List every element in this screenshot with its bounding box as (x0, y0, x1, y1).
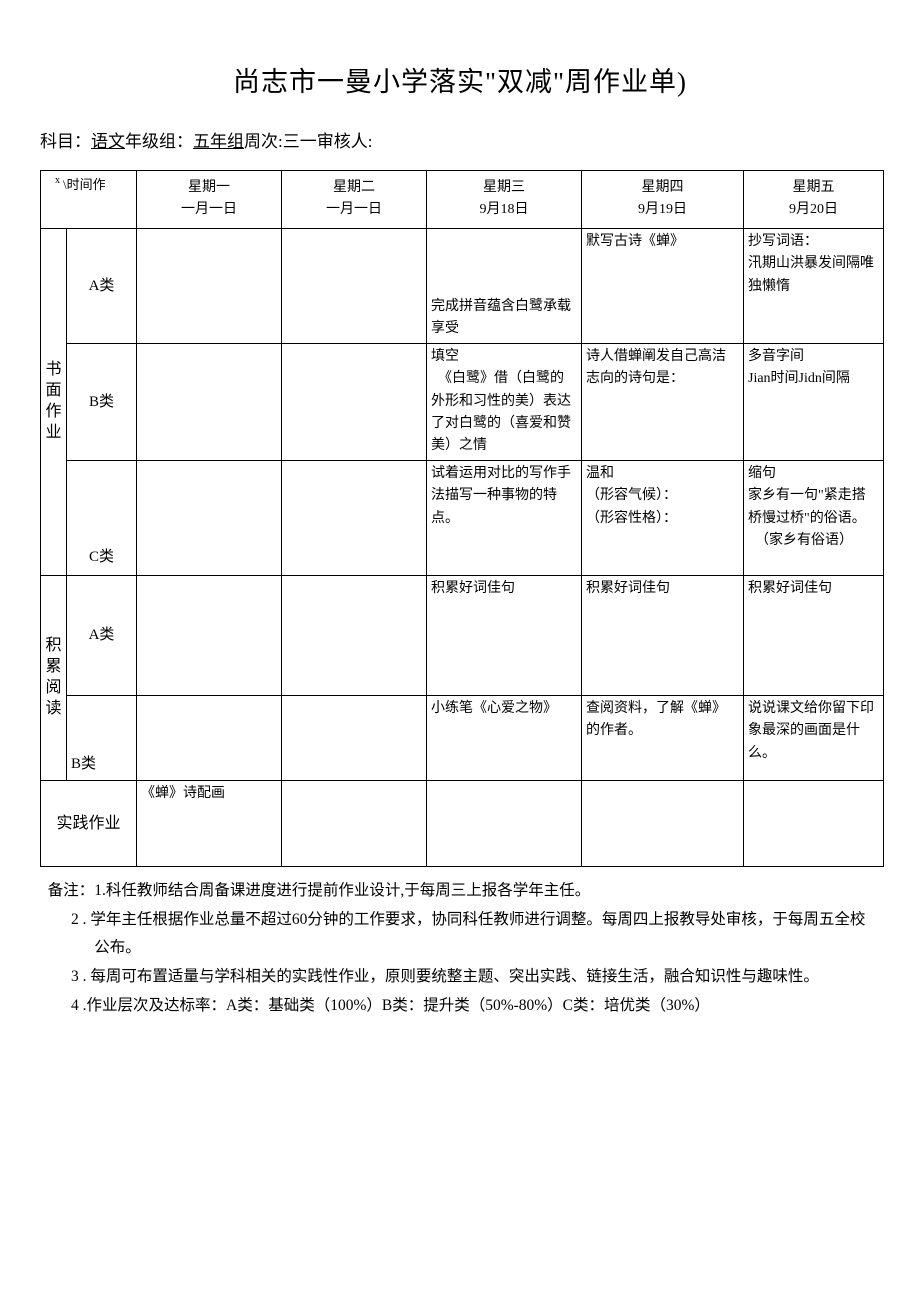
day-date: 一月一日 (139, 199, 279, 221)
cell (282, 228, 427, 343)
cell: 抄写词语： 汛期山洪暴发间隔唯独懒惰 (744, 228, 884, 343)
cell: 试着运用对比的写作手法描写一种事物的特点。 (427, 460, 582, 575)
cell: 缩句 家乡有一句"紧走搭桥慢过桥"的俗语。 （家乡有俗语） (744, 460, 884, 575)
cell: 温和 （形容气候）： （形容性格）： (582, 460, 744, 575)
header-day-1: 星期一 一月一日 (137, 171, 282, 229)
header-day-2: 星期二 一月一日 (282, 171, 427, 229)
table-row: 实践作业 《蝉》诗配画 (41, 780, 884, 867)
header-day-3: 星期三 9月18日 (427, 171, 582, 229)
cell: 填空 《白鹭》借（白鹭的外形和习性的美）表达了对白鹭的（喜爱和赞美）之情 (427, 343, 582, 460)
category-cell: B类 (67, 343, 137, 460)
grade-label: 年级组： (125, 132, 193, 151)
cell (137, 228, 282, 343)
day-date: 9月18日 (429, 199, 579, 221)
subject-value: 语文 (91, 132, 125, 151)
cell: 小练笔《心爱之物》 (427, 695, 582, 780)
category-cell: A类 (67, 575, 137, 695)
cell: 积累好词佳句 (744, 575, 884, 695)
day-name: 星期一 (139, 177, 279, 199)
cell (282, 780, 427, 867)
category-cell: A类 (67, 228, 137, 343)
diag-sup: x (55, 173, 60, 189)
homework-table: x \时间作 星期一 一月一日 星期二 一月一日 星期三 9月18日 星期四 9… (40, 170, 884, 867)
cell: 多音字间 Jian时间Jidn间隔 (744, 343, 884, 460)
note-line-2: 2 . 学年主任根据作业总量不超过60分钟的工作要求，协同科任教师进行调整。每周… (63, 906, 880, 960)
category-cell: B类 (67, 695, 137, 780)
day-name: 星期二 (284, 177, 424, 199)
week-value: 三一 (283, 132, 317, 151)
table-row: C类 试着运用对比的写作手法描写一种事物的特点。 温和 （形容气候）： （形容性… (41, 460, 884, 575)
diag-text: \时间作 (63, 175, 106, 196)
day-name: 星期四 (584, 177, 741, 199)
header-diag: x \时间作 (41, 171, 137, 229)
table-row: 书面作业 A类 完成拼音蕴含白鹭承载享受 默写古诗《蝉》 抄写词语： 汛期山洪暴… (41, 228, 884, 343)
cell: 查阅资料，了解《蝉》的作者。 (582, 695, 744, 780)
cell (137, 695, 282, 780)
cell (282, 695, 427, 780)
cell: 诗人借蝉阐发自己高洁志向的诗句是： (582, 343, 744, 460)
subject-label: 科目： (40, 132, 91, 151)
cell (137, 575, 282, 695)
cell: 积累好词佳句 (582, 575, 744, 695)
header-day-4: 星期四 9月19日 (582, 171, 744, 229)
week-label: 周次: (244, 132, 283, 151)
cell (282, 575, 427, 695)
cell (137, 460, 282, 575)
note-line-4: 4 .作业层次及达标率：A类：基础类（100%）B类：提升类（50%-80%）C… (40, 992, 880, 1019)
notes-block: 备注：1.科任教师结合周备课进度进行提前作业设计,于每周三上报各学年主任。 2 … (40, 877, 880, 1019)
cell: 《蝉》诗配画 (137, 780, 282, 867)
practice-section-label: 实践作业 (41, 780, 137, 867)
category-cell: C类 (67, 460, 137, 575)
cell (427, 780, 582, 867)
grade-value: 五年组 (193, 132, 244, 151)
cell: 说说课文给你留下印象最深的画面是什么。 (744, 695, 884, 780)
day-date: 一月一日 (284, 199, 424, 221)
day-name: 星期三 (429, 177, 579, 199)
cell: 默写古诗《蝉》 (582, 228, 744, 343)
written-section-label: 书面作业 (41, 228, 67, 575)
cell: 积累好词佳句 (427, 575, 582, 695)
day-name: 星期五 (746, 177, 881, 199)
cell (282, 460, 427, 575)
cell: 完成拼音蕴含白鹭承载享受 (427, 228, 582, 343)
note-line-1: 备注：1.科任教师结合周备课进度进行提前作业设计,于每周三上报各学年主任。 (40, 877, 880, 904)
cell (744, 780, 884, 867)
cell (137, 343, 282, 460)
table-row: 积累阅读 A类 积累好词佳句 积累好词佳句 积累好词佳句 (41, 575, 884, 695)
table-row: B类 小练笔《心爱之物》 查阅资料，了解《蝉》的作者。 说说课文给你留下印象最深… (41, 695, 884, 780)
table-header-row: x \时间作 星期一 一月一日 星期二 一月一日 星期三 9月18日 星期四 9… (41, 171, 884, 229)
reviewer-label: 审核人: (317, 132, 373, 151)
meta-row: 科目：语文年级组：五年组周次:三一审核人: (40, 127, 880, 152)
page-title: 尚志市一曼小学落实"双减"周作业单) (40, 60, 880, 99)
cell (282, 343, 427, 460)
day-date: 9月20日 (746, 199, 881, 221)
header-day-5: 星期五 9月20日 (744, 171, 884, 229)
cell (582, 780, 744, 867)
note-line-3: 3 . 每周可布置适量与学科相关的实践性作业，原则要统整主题、突出实践、链接生活… (63, 963, 880, 990)
table-row: B类 填空 《白鹭》借（白鹭的外形和习性的美）表达了对白鹭的（喜爱和赞美）之情 … (41, 343, 884, 460)
reading-section-label: 积累阅读 (41, 575, 67, 780)
day-date: 9月19日 (584, 199, 741, 221)
